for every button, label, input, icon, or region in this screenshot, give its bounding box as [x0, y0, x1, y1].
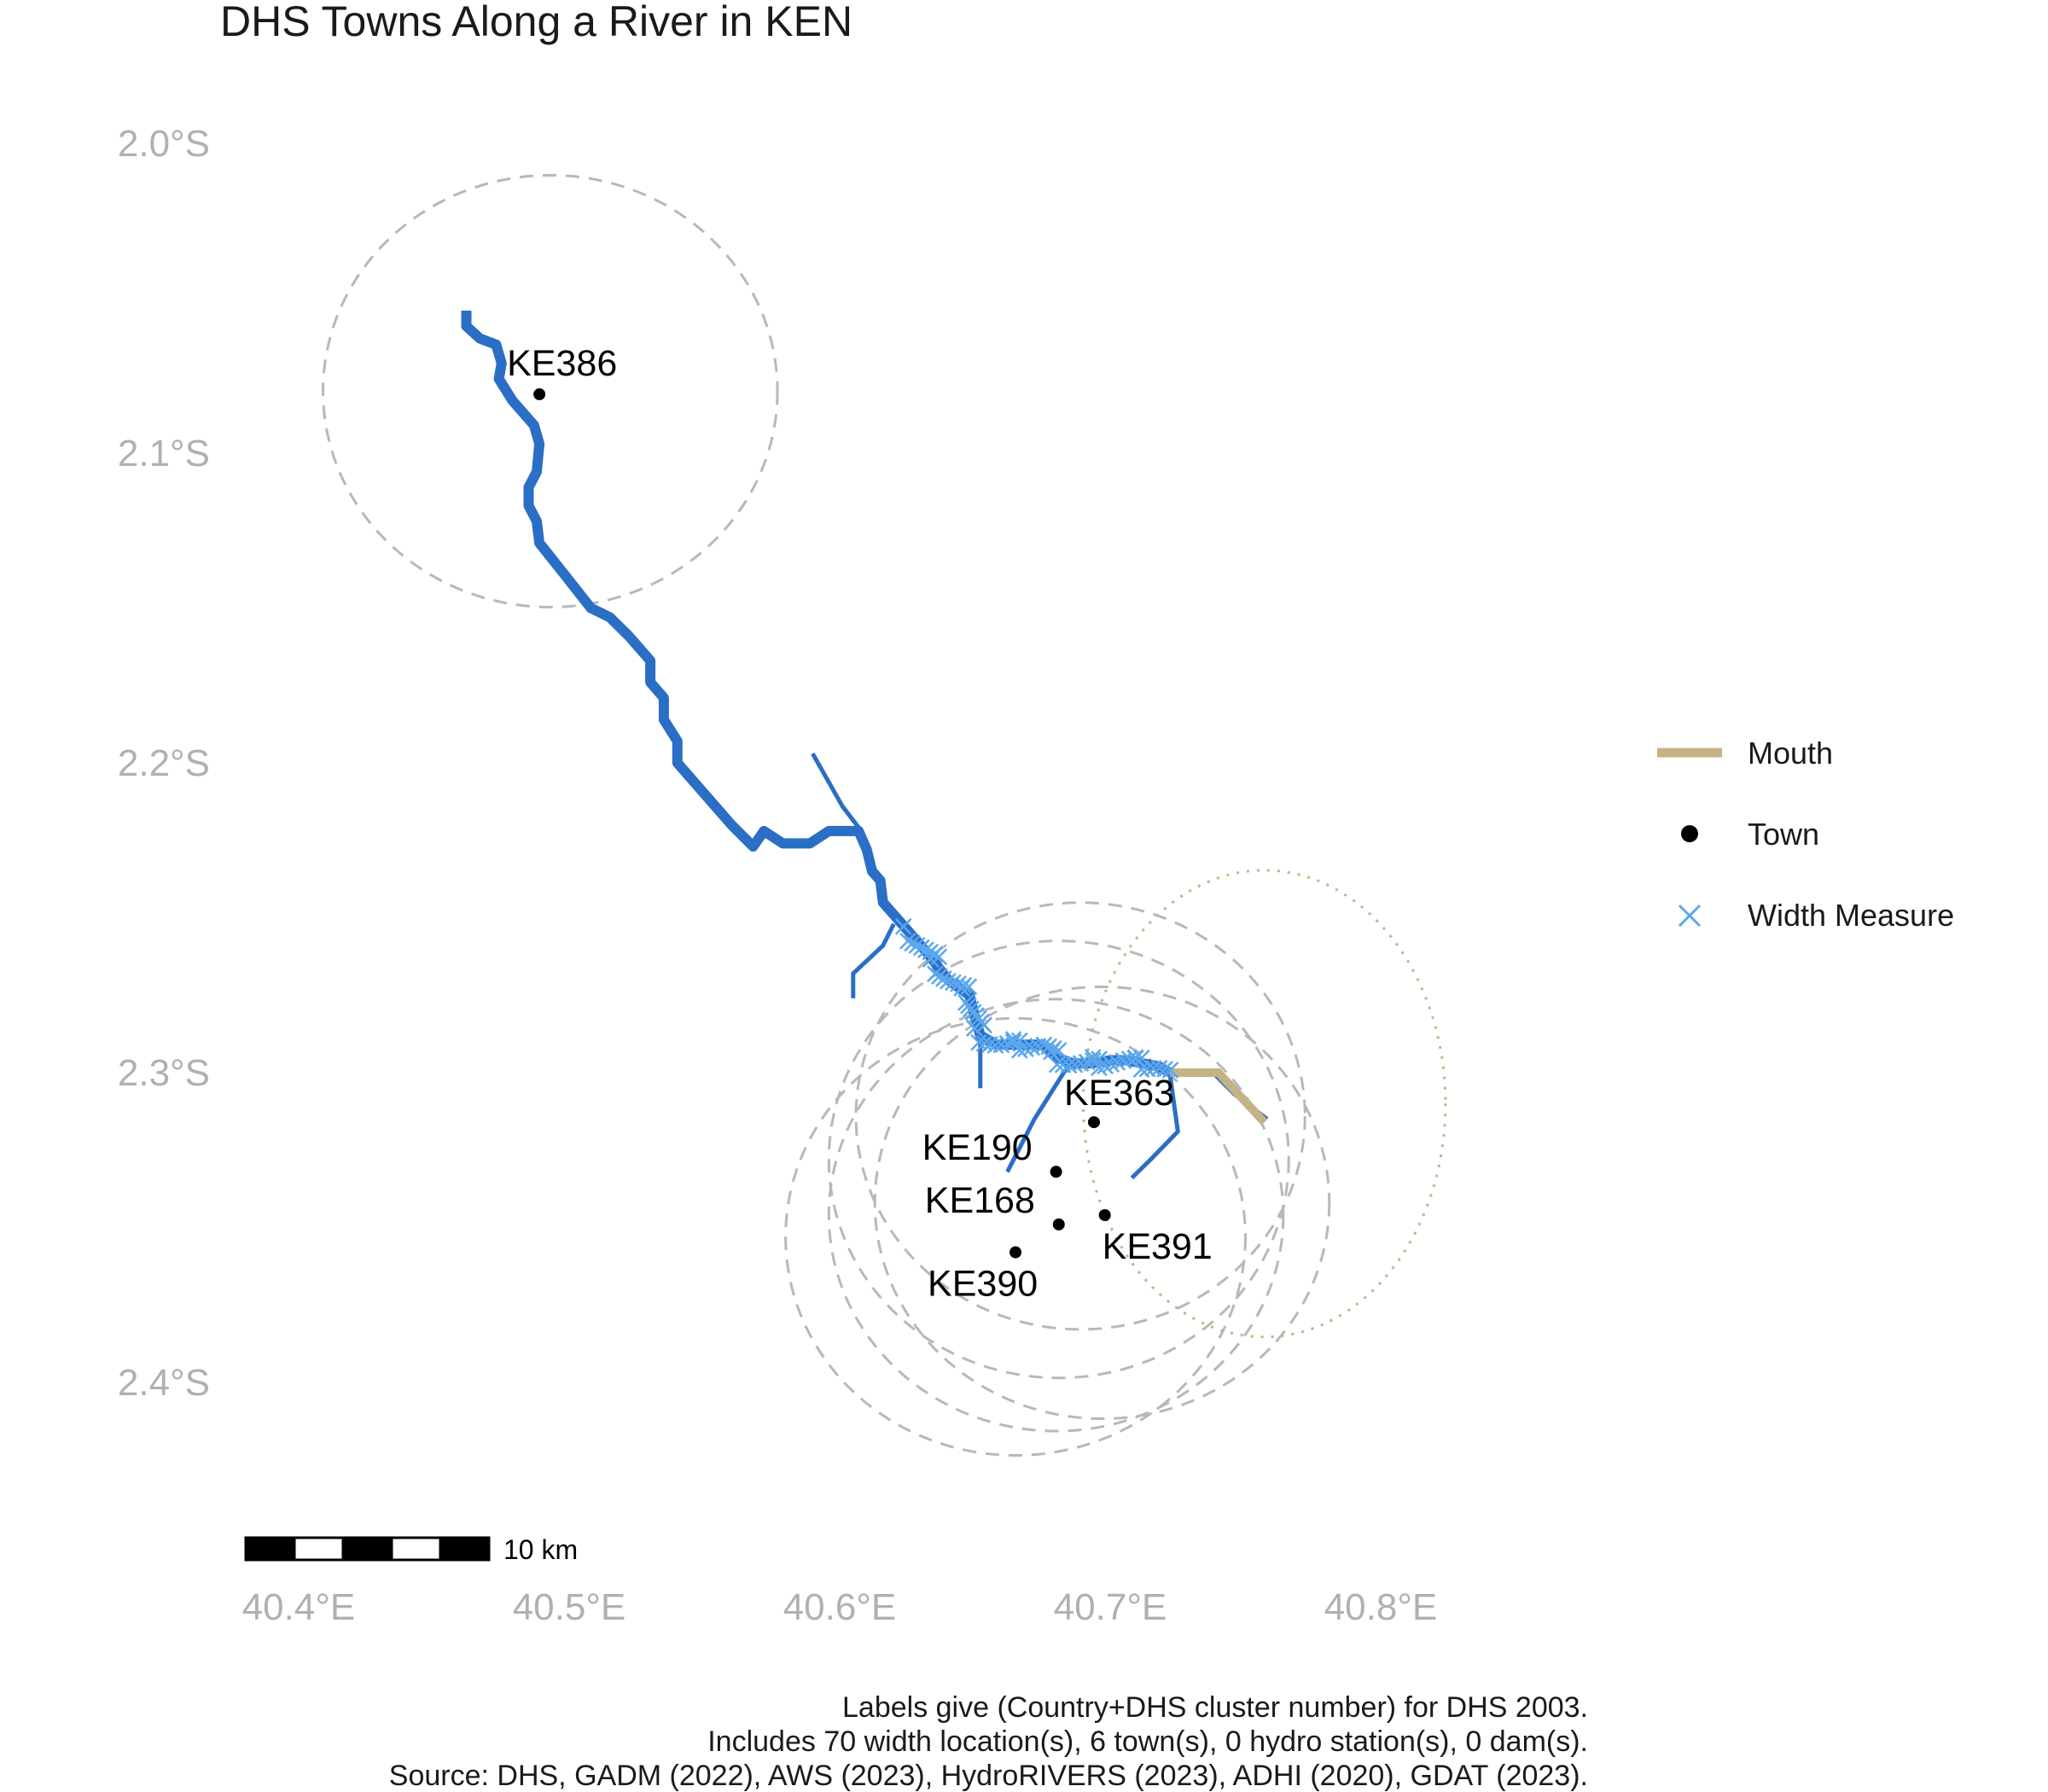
tributary-2 — [851, 922, 896, 998]
width-measure-point — [1156, 1060, 1173, 1078]
main-river — [461, 311, 1172, 1078]
town-buffer-ke386 — [322, 173, 779, 608]
lat-tick-label: 2.4°S — [118, 1362, 210, 1404]
scale-bar-segment — [293, 1536, 345, 1562]
lon-tick-label: 40.5°E — [513, 1586, 626, 1628]
scale-bar-segment — [244, 1536, 296, 1562]
lat-tick-label: 2.0°S — [118, 123, 210, 165]
town-label-ke168: KE168 — [925, 1180, 1035, 1221]
town-point-ke190 — [1050, 1166, 1062, 1178]
legend-town-label: Town — [1748, 817, 1819, 852]
mouth-layer — [1169, 1068, 1268, 1126]
lon-tick-label: 40.7°E — [1054, 1586, 1167, 1628]
width-measure-point — [939, 972, 957, 990]
mouth-buffer-layer — [1081, 869, 1447, 1339]
town-buffer-ke363 — [854, 901, 1306, 1331]
river-mouth — [1169, 1068, 1268, 1126]
legend-width-swatch — [1678, 904, 1702, 928]
town-layer: KE386 KE363 KE190 KE168 KE391 KE390 — [507, 343, 1213, 1305]
legend-mouth-label: Mouth — [1748, 736, 1833, 771]
town-buffer-ke391 — [873, 985, 1331, 1421]
lat-tick-label: 2.1°S — [118, 433, 210, 474]
width-measure-point — [945, 974, 962, 992]
scale-bar-segment — [390, 1536, 442, 1562]
lon-tick-label: 40.6°E — [783, 1586, 897, 1628]
width-measure-point — [1040, 1038, 1057, 1056]
lon-tick-label: 40.8°E — [1324, 1586, 1438, 1628]
town-point-ke390 — [1009, 1246, 1022, 1259]
width-measure-point — [922, 951, 940, 968]
town-buffer-layer — [322, 173, 1331, 1457]
town-point-ke168 — [1052, 1218, 1065, 1231]
width-measure-point — [930, 968, 948, 985]
lat-tick-label: 2.2°S — [118, 742, 210, 784]
caption-line-1: Labels give (Country+DHS cluster number)… — [842, 1691, 1588, 1724]
tributary-layer — [811, 752, 1269, 1180]
width-measure-point — [908, 937, 926, 954]
scale-bar-segment — [439, 1536, 491, 1562]
width-measure-point — [917, 941, 934, 958]
town-buffer-ke390 — [784, 1016, 1248, 1457]
river-layer — [461, 311, 1172, 1078]
width-measure-point — [1004, 1031, 1022, 1048]
town-point-ke391 — [1098, 1208, 1111, 1221]
town-label-ke363: KE363 — [1064, 1073, 1174, 1114]
width-measure-point — [960, 978, 978, 996]
width-measure-point — [953, 980, 970, 997]
scale-bar-label: 10 km — [503, 1534, 578, 1565]
scale-bar: 10 km — [244, 1534, 578, 1565]
width-measure-point — [965, 1020, 983, 1037]
width-measure-point — [899, 932, 916, 950]
caption: Labels give (Country+DHS cluster number)… — [389, 1691, 1588, 1792]
map-title: DHS Towns Along a River in KEN — [220, 0, 852, 45]
town-label-ke386: KE386 — [507, 343, 617, 384]
width-measure-point — [1084, 1049, 1102, 1066]
width-measure-point — [1103, 1056, 1120, 1073]
latitude-axis: 2.0°S 2.1°S 2.2°S 2.3°S 2.4°S — [118, 123, 210, 1404]
lat-tick-label: 2.3°S — [118, 1052, 210, 1094]
width-measure-point — [922, 943, 940, 961]
lon-tick-label: 40.4°E — [242, 1586, 356, 1628]
width-measure-point — [1097, 1057, 1114, 1075]
town-point-ke363 — [1087, 1116, 1100, 1129]
town-buffer-ke190 — [827, 940, 1290, 1380]
legend-town-swatch — [1681, 825, 1698, 842]
longitude-axis: 40.4°E 40.5°E 40.6°E 40.7°E 40.8°E — [242, 1586, 1438, 1628]
mouth-buffer — [1081, 869, 1447, 1339]
width-measure-point — [894, 917, 912, 935]
caption-line-2: Includes 70 width location(s), 6 town(s)… — [707, 1725, 1588, 1758]
town-buffer-ke168 — [827, 998, 1285, 1433]
width-measure-point — [1161, 1062, 1179, 1079]
tributary-1 — [811, 752, 864, 833]
width-measure-point — [1091, 1059, 1108, 1077]
width-measure-point — [934, 970, 952, 987]
width-measure-point — [975, 1016, 992, 1034]
town-point-ke386 — [533, 388, 546, 401]
town-label-ke391: KE391 — [1103, 1226, 1213, 1267]
legend-width-label: Width Measure — [1748, 898, 1954, 933]
caption-line-3: Source: DHS, GADM (2022), AWS (2023), Hy… — [389, 1760, 1588, 1792]
tributary-5 — [1130, 1072, 1180, 1180]
town-label-ke390: KE390 — [928, 1264, 1038, 1305]
town-label-ke190: KE190 — [922, 1127, 1033, 1168]
width-measure-point — [927, 965, 944, 983]
width-measure-point — [904, 934, 922, 952]
width-measure-point — [1108, 1054, 1126, 1071]
scale-bar-segment — [341, 1536, 393, 1562]
tributary-4 — [1005, 1062, 1072, 1173]
width-measure-point — [912, 939, 930, 957]
width-measure-point — [1004, 1033, 1022, 1051]
legend: Mouth Town Width Measure — [1657, 736, 1954, 933]
width-measure-layer — [894, 917, 1179, 1079]
